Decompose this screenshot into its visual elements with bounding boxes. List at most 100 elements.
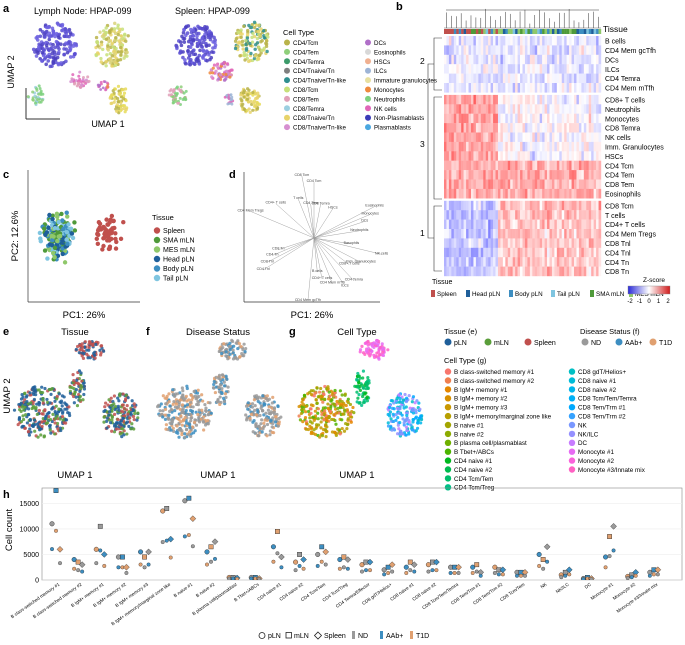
heatmap-cell (497, 188, 501, 199)
umap-cell-point (104, 26, 108, 30)
umap-cell-point (124, 397, 128, 401)
heatmap-cell (473, 123, 477, 133)
heatmap-cell (456, 73, 459, 84)
heatmap-cell (458, 45, 462, 55)
legend-label: CD4/Tnaive/Tn-like (293, 78, 347, 85)
h-point-replicate (209, 559, 213, 564)
heatmap-cell (561, 36, 565, 46)
h-point-replicate (80, 569, 85, 574)
heatmap-cell (507, 200, 511, 211)
umap-cell-point (70, 78, 74, 82)
heatmap-cell (458, 83, 462, 93)
pca-point (113, 231, 118, 236)
heatmap-cell (532, 73, 535, 84)
heatmap-cell (596, 266, 599, 277)
umap-cell-point (336, 427, 340, 431)
heatmap-cell (571, 188, 575, 199)
heatmap-cell (485, 36, 489, 46)
heatmap-cell (470, 113, 474, 124)
heatmap-cell (456, 64, 459, 74)
umap-cell-point (79, 384, 83, 388)
umap-cell-point (251, 101, 256, 105)
legend-swatch (153, 227, 161, 234)
heatmap-cell (537, 266, 540, 277)
umap-cell-point (210, 50, 214, 54)
umap-cell-point (366, 339, 370, 344)
heatmap-cell (529, 94, 533, 105)
h-ylabel: Cell count (4, 509, 15, 552)
umap-cell-point (40, 98, 44, 102)
umap-cell-point (306, 427, 310, 432)
heatmap-cell (542, 266, 545, 277)
heatmap-cell (549, 94, 553, 105)
h-ytick: 10000 (20, 526, 40, 533)
heatmap-cell (566, 266, 570, 277)
umap-cell-point (386, 424, 391, 428)
heatmap-cell (520, 83, 523, 93)
heatmap-cell (539, 219, 543, 230)
tissue-cell (493, 29, 496, 34)
umap-cell-point (132, 427, 136, 431)
tissue-cell (542, 29, 545, 34)
heatmap-cell (502, 219, 506, 230)
heatmap-cell (554, 160, 558, 171)
heatmap-cell (505, 54, 508, 65)
umap-cell-point (180, 386, 184, 390)
heatmap-cell (598, 141, 602, 152)
heatmap-cell (495, 247, 499, 258)
heatmap-cell (532, 257, 535, 267)
heatmap-cell (512, 160, 516, 171)
heatmap-cell (527, 104, 531, 114)
umap-cell-point (401, 398, 405, 402)
umap-cell-point (171, 426, 175, 430)
umap-cell-point (106, 44, 110, 48)
heatmap-cell (574, 170, 577, 180)
pca-point (72, 228, 78, 233)
heatmap-cell (453, 266, 457, 277)
umap-cell-point (251, 93, 255, 97)
umap-cell-point (224, 72, 228, 77)
umap-cell-point (242, 95, 246, 99)
umap-cell-point (171, 402, 175, 406)
umap-cell-point (105, 416, 109, 420)
tissue-cell (468, 29, 472, 34)
umap-cell-point (51, 48, 55, 53)
heatmap-cell (537, 113, 540, 124)
pca-point (50, 250, 56, 256)
heatmap-cell (534, 132, 538, 143)
heatmap-cell (520, 54, 523, 65)
heatmap-cell (495, 73, 499, 84)
h-point-mln (75, 559, 81, 565)
heatmap-cell (556, 179, 560, 190)
umap-cell-point (230, 95, 234, 99)
heatmap-cell (446, 188, 450, 199)
heatmap-cell (507, 210, 511, 220)
umap-cell-point (241, 47, 245, 51)
heatmap-cell (466, 229, 469, 239)
umap-cell-point (265, 434, 269, 438)
h-point-mln (120, 554, 125, 560)
heatmap-cell (593, 238, 597, 248)
h-point-spleen (411, 561, 418, 568)
umap-cell-point (213, 45, 217, 50)
heatmap-cell (517, 45, 521, 55)
row-label: CD4 Temra (605, 76, 640, 83)
heatmap-cell (456, 266, 459, 277)
heatmap-cell (475, 132, 479, 143)
heatmap-cell (561, 132, 565, 143)
heatmap-cell (458, 247, 462, 258)
heatmap-cell (470, 257, 474, 267)
umap-cell-point (124, 39, 128, 43)
h-point-replicate (611, 548, 616, 553)
umap-cell-point (77, 351, 81, 355)
heatmap-cell (473, 229, 477, 239)
umap-cell-point (78, 394, 82, 399)
umap-cell-point (323, 411, 327, 415)
umap-cell-point (231, 357, 236, 361)
heatmap-cell (537, 54, 540, 65)
heatmap-cell (470, 210, 474, 220)
umap-cell-point (55, 394, 59, 398)
heatmap-cell (517, 36, 521, 46)
heatmap-cell (564, 210, 567, 220)
